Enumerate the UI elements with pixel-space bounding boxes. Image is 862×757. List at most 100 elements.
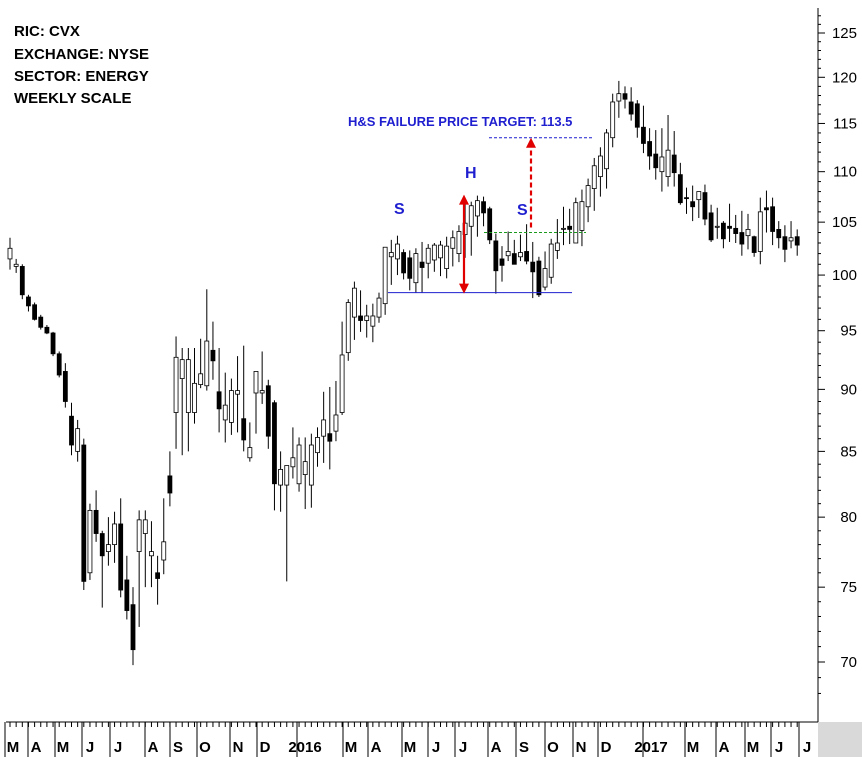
y-tick-label: 70 — [840, 654, 857, 671]
candle-body — [265, 385, 271, 437]
candle — [192, 347, 197, 424]
candle-body — [185, 359, 191, 413]
y-tick-label: 125 — [832, 25, 857, 42]
candle-body — [149, 551, 154, 557]
candle — [327, 386, 333, 470]
candle-body — [26, 296, 31, 307]
candle-body — [253, 371, 259, 394]
candle-body — [32, 304, 37, 320]
candle — [407, 250, 413, 291]
candle-body — [634, 103, 640, 128]
candle — [161, 498, 167, 575]
candle — [395, 235, 400, 276]
candle-body — [75, 428, 81, 452]
candle — [99, 530, 105, 608]
candle — [419, 241, 425, 293]
candle-body — [493, 240, 499, 272]
candle-body — [308, 444, 314, 486]
x-tick-label: M — [687, 739, 700, 756]
candle-body — [99, 533, 105, 557]
candle-body — [487, 208, 493, 241]
chart-info-block: RIC: CVX EXCHANGE: NYSE SECTOR: ENERGY W… — [14, 23, 149, 107]
candle-body — [585, 185, 591, 208]
candle — [788, 221, 794, 249]
candle-body — [339, 354, 345, 413]
candle-body — [210, 349, 216, 362]
candle — [567, 208, 573, 245]
candle — [222, 372, 228, 443]
candle — [604, 129, 609, 189]
x-tick-label: M — [7, 739, 20, 756]
candle — [210, 321, 216, 380]
candle-body — [431, 244, 437, 261]
candle — [727, 203, 732, 242]
candle-body — [677, 174, 683, 204]
candle — [382, 246, 388, 315]
candle — [450, 230, 456, 267]
candle — [253, 371, 259, 434]
candle — [315, 427, 320, 467]
candle — [62, 363, 68, 408]
candle — [185, 347, 191, 452]
y-tick-label: 120 — [832, 69, 857, 86]
candle — [610, 93, 616, 148]
candle-body — [302, 461, 308, 475]
x-tick-label: M — [345, 739, 358, 756]
candle — [235, 356, 240, 433]
candle — [616, 80, 622, 118]
candle — [505, 231, 511, 262]
candle-body — [665, 149, 671, 178]
candle — [69, 402, 74, 456]
candle — [87, 503, 93, 580]
x-tick-label: N — [233, 739, 244, 756]
candle-body — [50, 332, 56, 355]
candle — [628, 87, 634, 121]
candle-body — [81, 444, 87, 582]
candle-body — [745, 228, 751, 237]
candle — [794, 229, 800, 256]
candle-body — [19, 266, 25, 296]
x-tick-label: 2017 — [634, 739, 667, 756]
candle-body — [136, 519, 142, 552]
candle — [302, 437, 308, 510]
x-tick-label: A — [371, 739, 382, 756]
x-tick-label: J — [86, 739, 94, 756]
x-tick-label: D — [601, 739, 612, 756]
head-label: H — [465, 165, 477, 182]
candle-body — [684, 197, 689, 200]
y-tick-label: 110 — [833, 164, 857, 181]
x-tick-label: A — [491, 739, 502, 756]
candle-body — [782, 236, 788, 250]
candle-body — [44, 326, 50, 334]
candle — [75, 419, 81, 462]
candle — [364, 304, 370, 338]
candle-body — [413, 253, 419, 284]
candle-body — [757, 211, 763, 252]
candle — [44, 325, 50, 335]
candle — [56, 351, 62, 378]
candle-body — [419, 261, 425, 268]
candle-body — [505, 251, 511, 257]
candle-body — [388, 252, 394, 258]
x-tick-label: A — [719, 739, 730, 756]
candle — [499, 246, 505, 282]
candle-body — [598, 155, 603, 178]
candle — [438, 240, 443, 277]
candle — [7, 237, 13, 270]
candle — [653, 130, 659, 180]
candle — [26, 294, 31, 312]
candle-body — [659, 156, 665, 173]
right-shoulder-label: S — [517, 202, 528, 219]
candle — [370, 303, 376, 343]
x-tick-label: N — [576, 739, 587, 756]
candle-body — [382, 246, 388, 305]
candle-body — [641, 126, 646, 144]
x-tick-label: J — [803, 739, 811, 756]
candle — [561, 206, 566, 246]
candle-body — [776, 228, 782, 239]
candle-body — [204, 340, 210, 387]
candle-body — [524, 251, 529, 262]
candle-body — [708, 212, 714, 241]
candle — [272, 400, 277, 511]
candle-body — [56, 353, 62, 376]
